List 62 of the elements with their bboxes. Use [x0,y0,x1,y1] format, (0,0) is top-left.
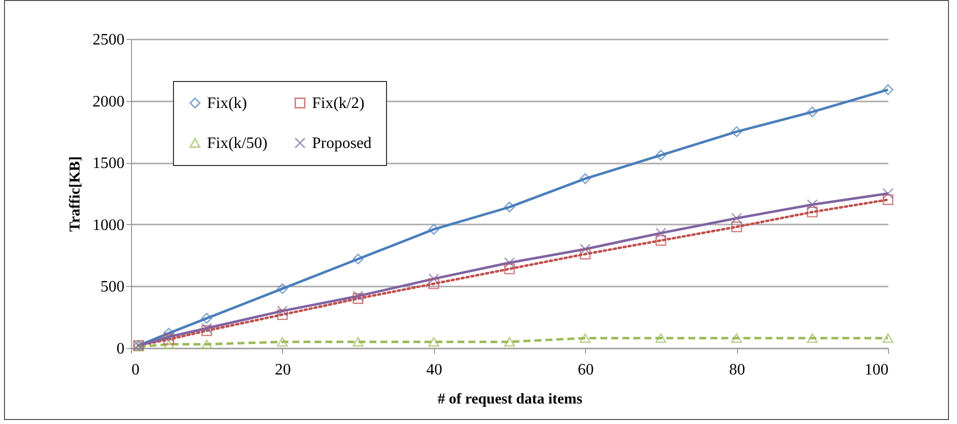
point [882,84,894,96]
x-tick-label: 80 [729,362,746,378]
x-tick-label: 100 [864,362,888,378]
point [352,290,364,302]
point [201,322,212,334]
point [580,248,591,260]
point [731,212,742,224]
point [428,273,440,284]
point [806,106,818,118]
point [163,328,174,339]
point [731,221,742,232]
point [277,283,288,294]
point [882,333,894,343]
point [656,150,666,161]
point [277,306,288,316]
y-tick-label: 1000 [92,216,124,234]
point [580,173,591,184]
point [504,202,515,212]
point [201,325,212,336]
point [163,331,174,342]
point [806,333,818,343]
point [428,278,440,290]
x-axis-title: # of request data items [438,392,583,408]
legend-label: Fix(k) [207,95,247,112]
point [352,254,364,264]
point [352,293,364,304]
point [428,337,440,347]
point [277,337,288,347]
point [731,126,742,138]
point [731,333,742,343]
point [656,228,666,238]
point [806,199,818,210]
legend-label: Fix(k/2) [312,95,364,112]
legend-label: Fix(k/50) [207,135,268,152]
point [201,340,212,350]
y-axis-title: Traffic[KB] [68,156,84,232]
point [504,264,515,274]
point [806,206,818,218]
point [428,224,440,235]
point [163,334,174,345]
point [580,333,591,343]
point [504,337,515,347]
y-tick-label: 500 [100,278,124,296]
point [201,312,212,324]
point [656,333,666,343]
point [163,340,174,350]
point [504,257,515,268]
legend-label: Proposed [312,135,372,152]
x-tick-label: 20 [274,362,291,378]
y-tick-label: 1500 [92,155,124,172]
point [352,337,364,347]
point [882,188,894,199]
point [580,244,591,255]
y-tick-label: 2000 [92,93,124,110]
point [277,309,288,320]
x-tick-label: 40 [426,362,442,378]
y-tick-label: 0 [116,340,124,358]
y-tick-label: 2500 [92,32,124,48]
point [656,235,666,246]
x-tick-label: 60 [578,362,594,378]
x-tick-label: 0 [132,362,140,378]
point [882,194,894,206]
